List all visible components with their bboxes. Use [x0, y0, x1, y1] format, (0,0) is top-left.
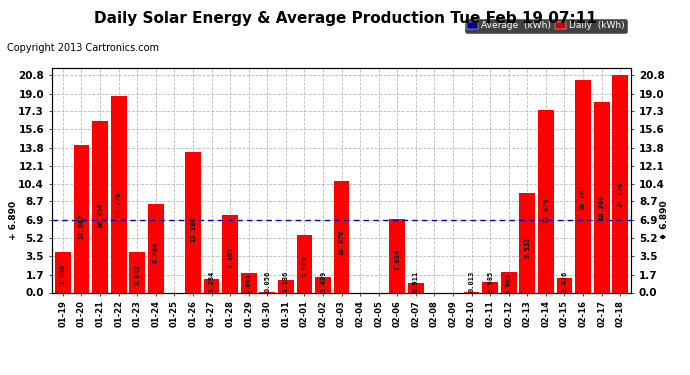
Bar: [74, 145, 90, 292]
Text: 7.024: 7.024: [394, 249, 400, 270]
Bar: [520, 193, 535, 292]
Text: 9.532: 9.532: [524, 237, 531, 258]
Bar: [593, 102, 609, 292]
Text: 18.770: 18.770: [116, 191, 121, 217]
Bar: [538, 110, 554, 292]
Legend: Average  (kWh), Daily  (kWh): Average (kWh), Daily (kWh): [465, 19, 627, 33]
Text: 3.898: 3.898: [60, 264, 66, 285]
Bar: [55, 252, 71, 292]
Bar: [482, 282, 498, 292]
Text: 1.861: 1.861: [246, 273, 252, 294]
Bar: [612, 75, 628, 292]
Text: 0.985: 0.985: [487, 271, 493, 292]
Text: 0.056: 0.056: [264, 271, 270, 292]
Bar: [278, 280, 294, 292]
Text: 14.067: 14.067: [79, 213, 84, 239]
Text: 20.268: 20.268: [580, 184, 586, 210]
Text: 16.354: 16.354: [97, 203, 103, 228]
Text: 0.911: 0.911: [413, 271, 419, 292]
Text: 7.365: 7.365: [227, 247, 233, 268]
Text: 20.770: 20.770: [617, 182, 623, 207]
Text: + 6.890: + 6.890: [9, 201, 19, 240]
Text: 10.676: 10.676: [339, 230, 344, 255]
Text: 1.439: 1.439: [320, 271, 326, 292]
Text: 1.985: 1.985: [506, 273, 512, 294]
Bar: [204, 279, 219, 292]
Text: Copyright 2013 Cartronics.com: Copyright 2013 Cartronics.com: [7, 43, 159, 53]
Bar: [222, 215, 238, 292]
Text: 1.426: 1.426: [562, 271, 567, 292]
Text: 1.186: 1.186: [283, 271, 289, 292]
Text: 8.464: 8.464: [152, 242, 159, 263]
Bar: [297, 235, 313, 292]
Bar: [315, 278, 331, 292]
Text: 13.380: 13.380: [190, 217, 196, 242]
Bar: [129, 252, 145, 292]
Bar: [557, 278, 573, 292]
Bar: [575, 80, 591, 292]
Bar: [334, 181, 349, 292]
Bar: [501, 272, 517, 292]
Text: ♦ 6.890: ♦ 6.890: [660, 201, 669, 240]
Bar: [92, 122, 108, 292]
Text: 1.284: 1.284: [208, 271, 215, 292]
Bar: [389, 219, 405, 292]
Text: 17.479: 17.479: [543, 197, 549, 223]
Text: 3.842: 3.842: [134, 264, 140, 285]
Bar: [185, 153, 201, 292]
Text: 0.013: 0.013: [469, 271, 475, 292]
Bar: [110, 96, 126, 292]
Bar: [241, 273, 257, 292]
Text: 18.200: 18.200: [599, 194, 604, 219]
Bar: [148, 204, 164, 292]
Text: Daily Solar Energy & Average Production Tue Feb 19 07:11: Daily Solar Energy & Average Production …: [94, 11, 596, 26]
Text: 5.519: 5.519: [302, 256, 308, 277]
Bar: [408, 283, 424, 292]
